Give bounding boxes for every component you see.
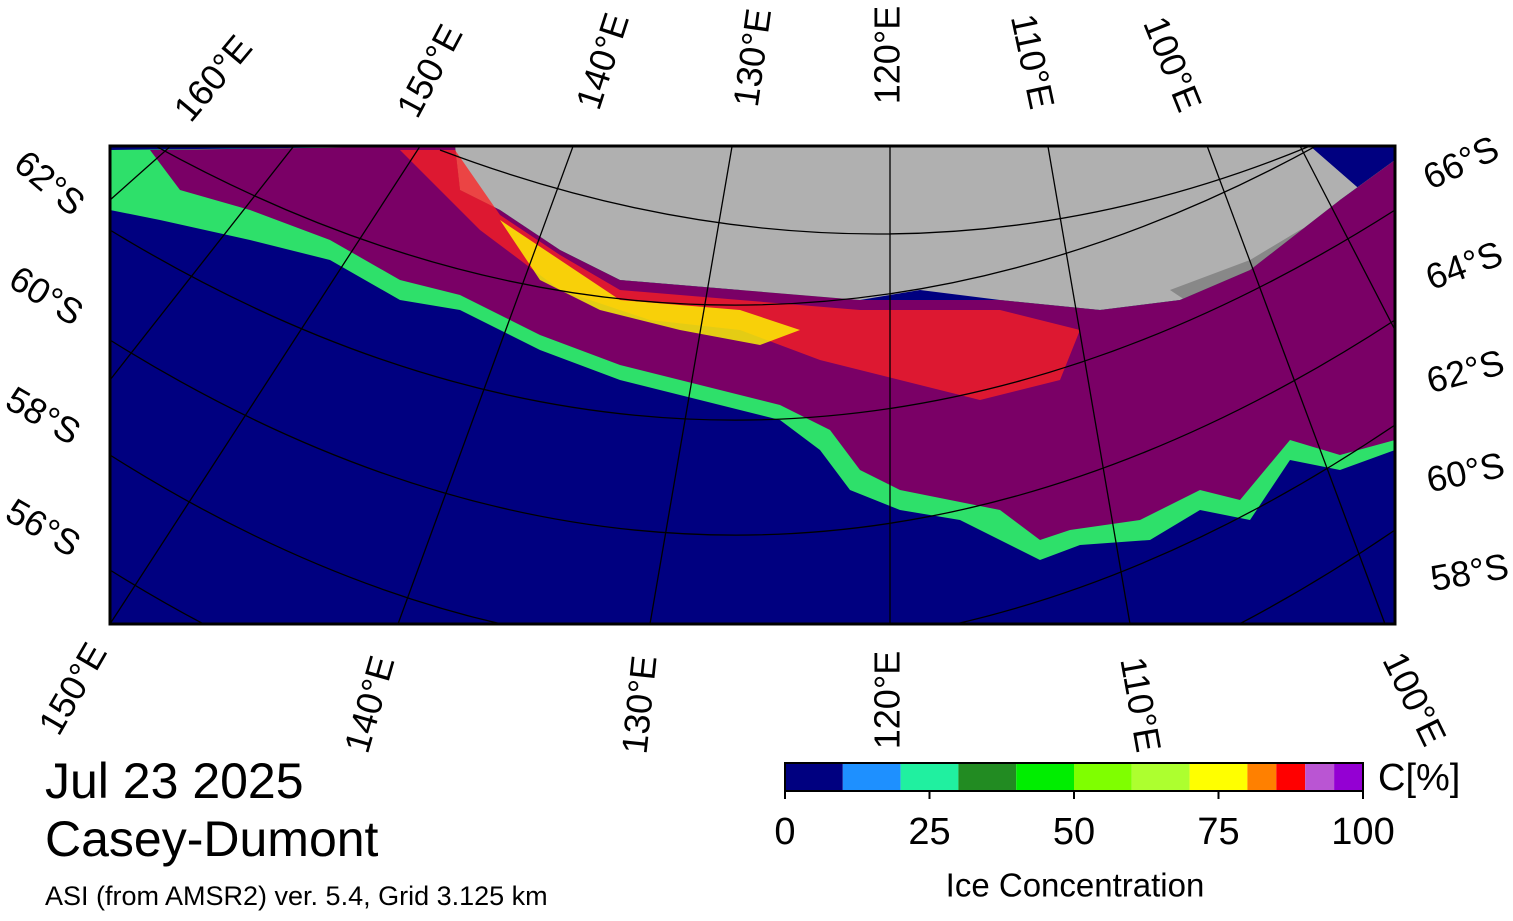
bottom-lon-label: 120°E bbox=[867, 651, 908, 749]
left-lat-label: 62°S bbox=[7, 142, 93, 224]
map-frame bbox=[108, 144, 1397, 626]
bottom-lon-label: 130°E bbox=[613, 654, 664, 756]
bottom-lon-label: 100°E bbox=[1375, 645, 1455, 751]
right-lat-label: 62°S bbox=[1422, 341, 1508, 401]
left-lat-label: 56°S bbox=[0, 490, 88, 565]
colorbar-tick-label: 25 bbox=[908, 811, 950, 853]
bottom-lon-label: 110°E bbox=[1112, 654, 1169, 755]
right-lat-label: 58°S bbox=[1427, 545, 1511, 599]
source: ASI (from AMSR2) ver. 5.4, Grid 3.125 km bbox=[45, 881, 548, 911]
colorbar-segment bbox=[842, 763, 901, 791]
colorbar-tick-label: 100 bbox=[1331, 811, 1394, 853]
colorbar-segment bbox=[1247, 763, 1277, 791]
ice-pack bbox=[150, 146, 1395, 540]
graticule bbox=[110, 146, 1395, 624]
right-lat-label: 60°S bbox=[1423, 444, 1508, 500]
top-lon-label: 110°E bbox=[1003, 10, 1063, 112]
bottom-lon-label: 140°E bbox=[336, 651, 403, 757]
ice-mixed bbox=[500, 220, 800, 345]
colorbar-tick-label: 0 bbox=[774, 811, 795, 853]
top-lon-label: 120°E bbox=[867, 6, 908, 104]
land bbox=[455, 146, 1395, 310]
colorbar-segment bbox=[1305, 763, 1335, 791]
right-lat-label: 66°S bbox=[1417, 127, 1505, 197]
bottom-lon-label: 150°E bbox=[30, 636, 115, 742]
ice-mixed bbox=[400, 150, 1080, 400]
top-lon-label: 100°E bbox=[1135, 11, 1210, 118]
top-lon-label: 160°E bbox=[165, 27, 260, 129]
colorbar-tick-label: 75 bbox=[1197, 811, 1239, 853]
map-area bbox=[110, 146, 1395, 624]
colorbar-segment bbox=[1016, 763, 1074, 791]
colorbar-segment bbox=[1074, 763, 1132, 791]
colorbar-tick-label: 50 bbox=[1053, 811, 1095, 853]
colorbar-segment bbox=[900, 763, 959, 791]
colorbar-unit: C[%] bbox=[1378, 757, 1460, 799]
colorbar-segment bbox=[1189, 763, 1248, 791]
region: Casey-Dumont bbox=[45, 811, 379, 867]
left-lat-label: 60°S bbox=[2, 257, 90, 333]
right-lat-label: 64°S bbox=[1420, 233, 1508, 298]
colorbar-segment bbox=[785, 763, 843, 791]
colorbar-title: Ice Concentration bbox=[946, 867, 1205, 904]
left-lat-label: 58°S bbox=[0, 378, 88, 453]
colorbar-segment bbox=[1276, 763, 1306, 791]
colorbar-segment bbox=[1334, 763, 1363, 791]
top-lon-label: 130°E bbox=[725, 6, 779, 109]
top-lon-label: 140°E bbox=[567, 8, 636, 114]
date: Jul 23 2025 bbox=[45, 753, 304, 809]
top-lon-label: 150°E bbox=[388, 17, 470, 123]
colorbar-segment bbox=[958, 763, 1017, 791]
colorbar-segment bbox=[1131, 763, 1190, 791]
